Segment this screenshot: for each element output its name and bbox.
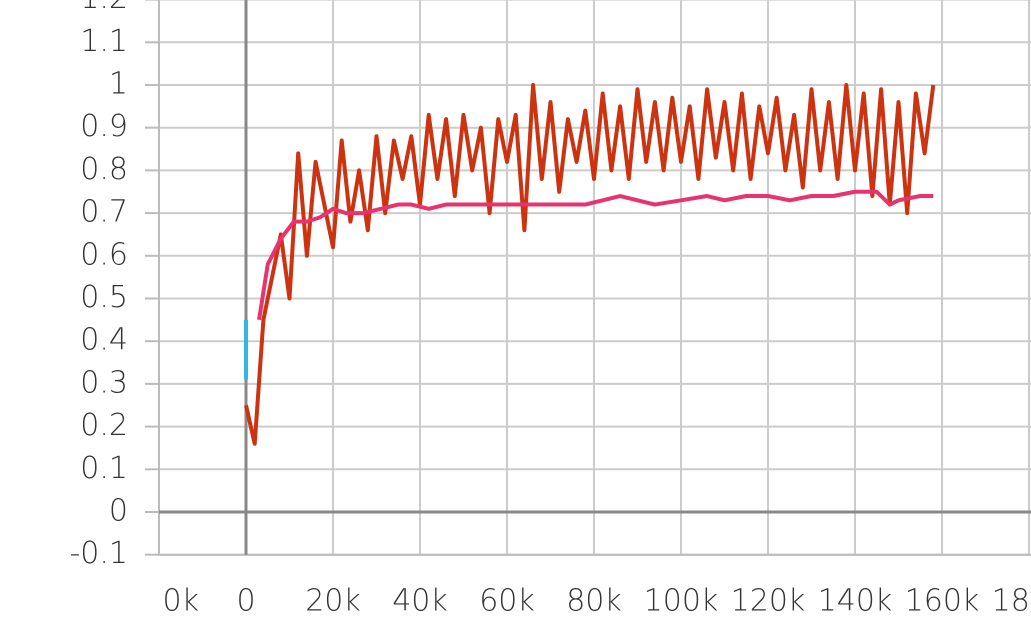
y-tick-label: 0 (109, 494, 128, 529)
series-line (244, 83, 936, 446)
y-tick-label: 1.2 (80, 0, 128, 16)
x-tick-label: 160k (905, 584, 980, 619)
y-tick-label: 0.6 (80, 237, 128, 272)
y-tick-label: 0.3 (80, 365, 128, 400)
x-tick-label: 100k (644, 584, 719, 619)
series-line (257, 189, 934, 321)
x-tick-label: 0k (163, 584, 199, 619)
y-tick-label: 0.2 (80, 408, 128, 443)
x-tick-label: 120k (731, 584, 806, 619)
y-tick-label: 0.9 (80, 109, 128, 144)
y-tick-label: 1.1 (80, 24, 128, 59)
x-tick-label: 40k (392, 584, 448, 619)
y-tick-label: 0.4 (80, 323, 128, 358)
x-tick-label: 140k (818, 584, 893, 619)
x-tick-label: 0 (236, 584, 255, 619)
x-tick-label: 80k (566, 584, 622, 619)
x-tick-label: 60k (479, 584, 535, 619)
y-tick-label: 0.7 (80, 195, 128, 230)
y-tick-label: 0.5 (80, 280, 128, 315)
y-tick-label: 0.1 (80, 451, 128, 486)
y-tick-label: 1 (109, 67, 128, 102)
y-tick-label: 0.8 (80, 152, 128, 187)
x-tick-label: 20k (305, 584, 361, 619)
y-tick-label: -0.1 (69, 536, 128, 571)
x-tick-label: 180k (992, 584, 1031, 619)
